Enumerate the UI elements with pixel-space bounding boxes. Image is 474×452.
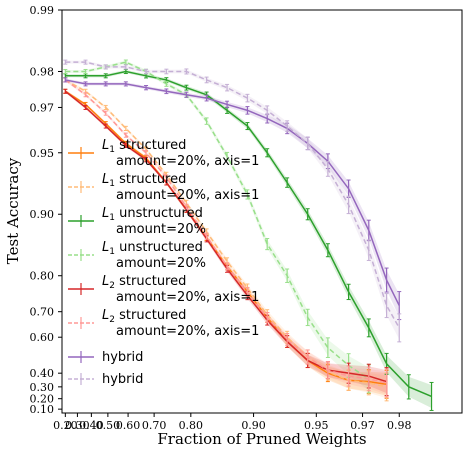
y-tick-label: 0.95 bbox=[30, 147, 55, 160]
y-tick-label: 0.10 bbox=[30, 403, 55, 416]
x-axis-ticks: 0.200.300.400.500.60 0.70 0.80 0.90 0.95 0.97… bbox=[53, 413, 412, 432]
series-band bbox=[65, 78, 387, 395]
legend-entry-line2: amount=20%, axis=1 bbox=[116, 154, 259, 169]
series-line bbox=[64, 90, 387, 386]
series-line bbox=[64, 79, 387, 388]
y-axis-label: Test Accuracy bbox=[4, 157, 22, 264]
x-axis-label: Fraction of Pruned Weights bbox=[157, 430, 366, 448]
legend-entry-line2: amount=20% bbox=[116, 222, 206, 237]
legend-entry-line2: amount=20%, axis=1 bbox=[116, 188, 259, 203]
y-axis-ticks: 0.99 0.98 0.97 0.95 0.90 0.80 0.70 0.60 0.400.30… bbox=[30, 4, 62, 416]
series-band bbox=[65, 89, 387, 394]
plot-frame bbox=[61, 9, 463, 414]
x-tick-label: 0.60 bbox=[116, 419, 141, 432]
y-tick-label: 0.90 bbox=[30, 208, 55, 221]
legend-entry: L1 unstructured bbox=[102, 240, 203, 257]
legend-entry-line2: amount=20%, axis=1 bbox=[116, 324, 259, 339]
y-tick-label: 0.40 bbox=[30, 367, 55, 380]
legend-entry: L2 structured bbox=[102, 308, 186, 325]
x-tick-label: 0.40 bbox=[79, 419, 104, 432]
y-tick-label: 0.60 bbox=[30, 331, 55, 344]
x-tick-label: 0.80 bbox=[179, 419, 204, 432]
series-band bbox=[65, 60, 369, 391]
series-line bbox=[65, 79, 400, 306]
y-tick-label: 0.97 bbox=[30, 101, 55, 114]
y-tick-label: 0.30 bbox=[30, 381, 55, 394]
y-tick-label: 0.70 bbox=[30, 306, 55, 319]
y-tick-label: 0.99 bbox=[30, 4, 55, 17]
x-tick-label: 0.70 bbox=[142, 419, 167, 432]
y-tick-label: 0.20 bbox=[30, 393, 55, 406]
series-line bbox=[65, 61, 400, 329]
y-tick-label: 0.80 bbox=[30, 270, 55, 283]
x-tick-label: 0.98 bbox=[387, 419, 412, 432]
x-tick-label: 0.90 bbox=[241, 419, 266, 432]
series-lines bbox=[63, 59, 434, 411]
legend-entry: L2 structured bbox=[102, 274, 186, 291]
x-tick-label: 0.30 bbox=[65, 419, 90, 432]
series-band bbox=[65, 69, 432, 408]
legend-entry: L1 unstructured bbox=[102, 206, 203, 223]
x-tick-label: 0.97 bbox=[350, 419, 375, 432]
legend-entry-line2: amount=20% bbox=[116, 256, 206, 271]
x-tick-label: 0.20 bbox=[53, 419, 78, 432]
x-tick-label: 0.50 bbox=[96, 419, 121, 432]
y-tick-label: 0.98 bbox=[30, 65, 55, 78]
x-tick-label: 0.95 bbox=[304, 419, 329, 432]
legend-entry: L1 structured bbox=[102, 138, 186, 155]
series-line bbox=[65, 61, 370, 380]
legend-entry: hybrid bbox=[102, 350, 143, 365]
legend-entry: hybrid bbox=[102, 372, 143, 387]
legend-entry-line2: amount=20%, axis=1 bbox=[116, 290, 259, 305]
legend-entry: L1 structured bbox=[102, 172, 186, 189]
